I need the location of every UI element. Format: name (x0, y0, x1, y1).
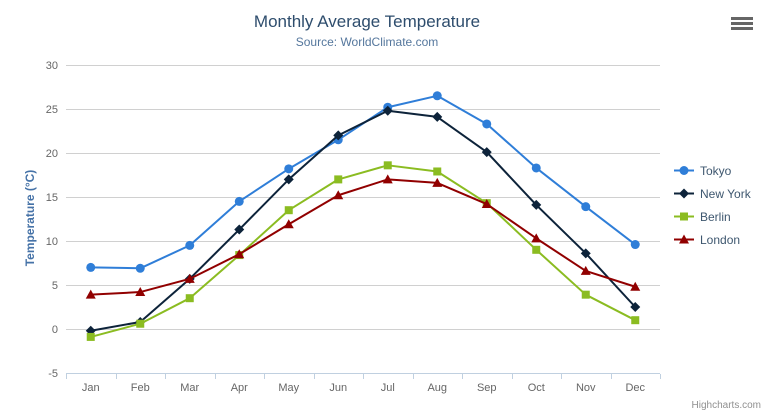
data-point-london[interactable] (531, 233, 542, 243)
data-point-london[interactable] (580, 265, 591, 275)
chart-subtitle: Source: WorldClimate.com (295, 35, 439, 49)
legend-marker-icon (674, 188, 694, 199)
data-point-tokyo[interactable] (185, 240, 195, 250)
legend-item-label: London (700, 232, 741, 247)
data-point-berlin[interactable] (383, 161, 392, 170)
y-axis-tick-label: 25 (46, 104, 58, 116)
data-point-tokyo[interactable] (432, 91, 442, 101)
data-point-tokyo[interactable] (482, 119, 492, 129)
data-point-berlin[interactable] (433, 167, 442, 176)
credits-link[interactable]: Highcharts.com (691, 400, 761, 411)
data-point-new-york[interactable] (333, 130, 344, 141)
data-point-tokyo[interactable] (630, 240, 640, 250)
legend-item-label: Tokyo (700, 163, 732, 178)
series-line-london (89, 178, 637, 296)
data-point-berlin[interactable] (631, 316, 640, 325)
data-point-tokyo[interactable] (135, 263, 145, 273)
legend-marker-icon (674, 166, 694, 175)
triangle-marker-icon (679, 234, 689, 244)
legend-item-label: Berlin (700, 209, 731, 224)
data-point-london[interactable] (283, 219, 294, 229)
data-point-london[interactable] (234, 249, 245, 259)
x-axis-tick-label: Jan (82, 382, 100, 394)
data-point-london[interactable] (135, 287, 146, 297)
data-point-new-york[interactable] (531, 199, 542, 210)
y-axis-tick-label: 15 (46, 192, 58, 204)
legend-item-new-york[interactable]: New York (674, 186, 769, 201)
data-point-berlin[interactable] (136, 319, 145, 328)
x-axis-tick-label: Nov (576, 382, 596, 394)
data-point-london[interactable] (432, 177, 443, 187)
data-point-london[interactable] (382, 174, 393, 184)
y-axis-tick-label: 10 (46, 236, 58, 248)
data-point-london[interactable] (481, 199, 492, 209)
x-axis-tick-label: May (278, 382, 299, 394)
data-point-tokyo[interactable] (234, 196, 244, 206)
y-axis-tick-label: 30 (46, 60, 58, 72)
data-point-new-york[interactable] (580, 248, 591, 259)
context-menu-button[interactable] (731, 17, 753, 30)
circle-marker-icon (679, 166, 689, 175)
x-axis-tick-label: Aug (427, 382, 447, 394)
data-point-new-york[interactable] (630, 302, 641, 312)
legend-item-berlin[interactable]: Berlin (674, 209, 769, 224)
data-point-tokyo[interactable] (284, 164, 294, 174)
data-point-tokyo[interactable] (86, 262, 96, 272)
y-axis-tick-label: -5 (48, 368, 58, 380)
data-point-new-york[interactable] (234, 224, 245, 235)
x-axis-tick-label: Jul (381, 382, 395, 394)
data-point-berlin[interactable] (284, 206, 293, 215)
data-point-new-york[interactable] (481, 147, 492, 158)
data-point-berlin[interactable] (86, 332, 95, 341)
series-line-new-york (89, 109, 637, 332)
legend-marker-icon (674, 212, 694, 221)
data-point-london[interactable] (184, 273, 195, 283)
y-axis-tick-label: 5 (52, 280, 58, 292)
x-axis-tick-label: Sep (477, 382, 497, 394)
legend-item-label: New York (700, 186, 751, 201)
legend-item-london[interactable]: London (674, 232, 769, 247)
data-point-tokyo[interactable] (581, 202, 591, 212)
series-line-berlin (89, 164, 637, 338)
data-point-london[interactable] (630, 281, 641, 291)
data-point-berlin[interactable] (581, 290, 590, 299)
chart-title: Monthly Average Temperature (253, 12, 481, 31)
data-point-new-york[interactable] (382, 105, 393, 116)
x-axis-tick-label: Oct (528, 382, 545, 394)
y-axis-title: Temperature (°C) (23, 169, 37, 267)
legend-item-tokyo[interactable]: Tokyo (674, 163, 769, 178)
data-point-berlin[interactable] (334, 175, 343, 184)
diamond-marker-icon (679, 188, 689, 199)
hamburger-icon (731, 17, 753, 30)
square-marker-icon (680, 212, 688, 221)
data-point-tokyo[interactable] (531, 163, 541, 173)
data-point-london[interactable] (333, 190, 344, 200)
x-axis-tick-label: Mar (180, 382, 199, 394)
y-axis-tick-label: 0 (52, 324, 58, 336)
series-line-tokyo (89, 94, 637, 270)
x-axis-tick-label: Jun (329, 382, 347, 394)
x-axis-tick-label: Feb (131, 382, 150, 394)
data-point-london[interactable] (85, 289, 96, 299)
data-point-new-york[interactable] (283, 174, 294, 185)
data-point-new-york[interactable] (432, 111, 443, 122)
data-point-berlin[interactable] (532, 245, 541, 254)
data-point-berlin[interactable] (185, 294, 194, 303)
x-axis-tick-label: Dec (625, 382, 645, 394)
x-axis-tick-label: Apr (231, 382, 248, 394)
legend: Tokyo New York Berlin London (674, 164, 769, 256)
y-axis-tick-label: 20 (46, 148, 58, 160)
legend-marker-icon (674, 234, 694, 244)
